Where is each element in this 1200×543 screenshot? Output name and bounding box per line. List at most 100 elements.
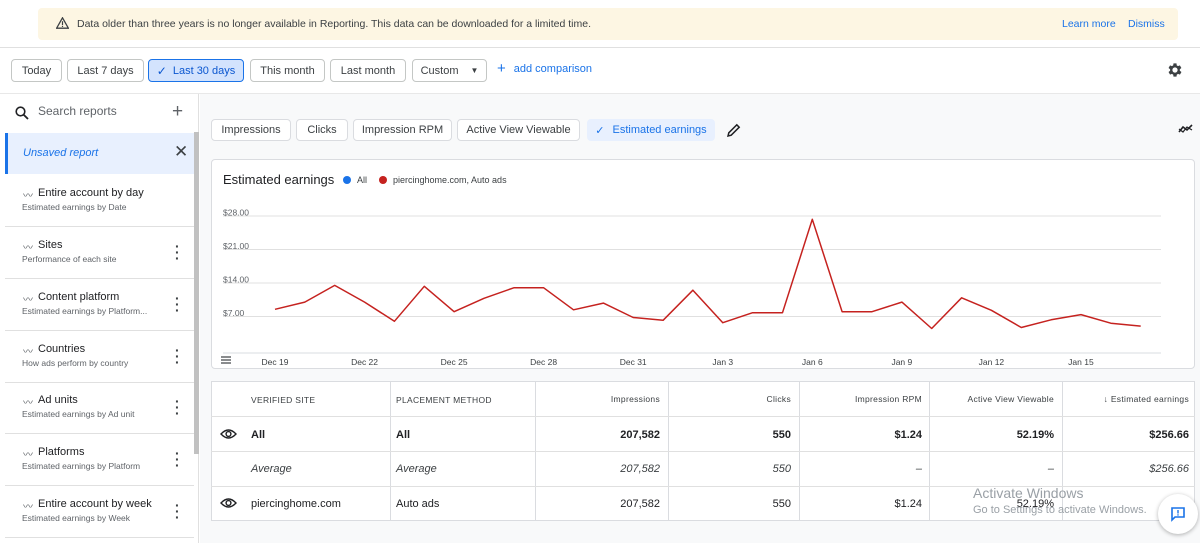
data-point[interactable] <box>332 282 338 288</box>
data-point[interactable] <box>541 285 547 291</box>
sidebar-item-platforms[interactable]: 〰 Platforms Estimated earnings by Platfo… <box>5 434 194 486</box>
x-tick-label: Dec 22 <box>351 357 378 367</box>
x-tick-label: Dec 28 <box>530 357 557 367</box>
tab-active-view-viewable[interactable]: Active View Viewable <box>457 119 580 141</box>
data-point[interactable] <box>1018 325 1024 331</box>
more-vert-icon[interactable]: · · · <box>175 342 180 370</box>
data-point[interactable] <box>988 307 994 313</box>
tab-label: Impressions <box>221 124 281 136</box>
y-tick-label: $28.00 <box>223 208 249 218</box>
data-point[interactable] <box>1138 323 1144 329</box>
data-point[interactable] <box>660 317 666 323</box>
sidebar-item-subtitle: Estimated earnings by Date <box>22 202 127 212</box>
cell-clicks: 550 <box>772 463 791 475</box>
eye-icon[interactable] <box>220 428 237 440</box>
edit-icon[interactable] <box>726 122 742 138</box>
more-vert-icon[interactable]: · · · <box>175 393 180 421</box>
plus-icon: + <box>497 60 506 77</box>
data-point[interactable] <box>959 295 965 301</box>
chip-label: Custom <box>420 64 459 77</box>
data-point[interactable] <box>929 325 935 331</box>
header-label: Estimated earnings <box>1110 394 1189 404</box>
trend-icon: 〰 <box>23 502 33 513</box>
data-point[interactable] <box>362 299 368 305</box>
column-header-verified-site[interactable]: VERIFIED SITE <box>251 395 316 405</box>
data-point[interactable] <box>750 310 756 316</box>
sidebar-item-ad-units[interactable]: 〰 Ad units Estimated earnings by Ad unit… <box>5 382 194 434</box>
data-point[interactable] <box>481 295 487 301</box>
chip-last-month[interactable]: Last month <box>330 59 406 82</box>
column-header-estimated-earnings[interactable]: ↓ Estimated earnings <box>1104 394 1189 404</box>
trend-icon: 〰 <box>23 450 33 461</box>
data-point[interactable] <box>600 300 606 306</box>
close-icon[interactable]: ✕ <box>174 142 189 161</box>
column-header-clicks[interactable]: Clicks <box>766 394 791 404</box>
more-vert-icon[interactable]: · · · <box>175 238 180 266</box>
chip-last-7-days[interactable]: Last 7 days <box>67 59 144 82</box>
add-comparison-button[interactable]: + add comparison <box>497 60 593 77</box>
chart-card <box>211 159 1195 369</box>
search-input[interactable] <box>38 104 168 118</box>
data-point[interactable] <box>690 287 696 293</box>
add-comparison-label: add comparison <box>513 63 593 75</box>
sidebar-item-title: Countries <box>38 343 86 355</box>
feedback-button[interactable] <box>1158 494 1198 534</box>
data-point[interactable] <box>1048 317 1054 323</box>
data-point[interactable] <box>391 318 397 324</box>
sidebar-item-entire-account-by-week[interactable]: 〰 Entire account by week Estimated earni… <box>5 486 194 538</box>
legend-item-site[interactable]: piercinghome.com, Auto ads <box>379 175 507 185</box>
legend-item-all[interactable]: All <box>343 175 367 185</box>
tab-impressions[interactable]: Impressions <box>211 119 291 141</box>
data-point[interactable] <box>272 306 278 312</box>
chip-custom[interactable]: Custom ▼ <box>412 59 487 82</box>
data-point[interactable] <box>1108 320 1114 326</box>
data-point[interactable] <box>511 285 517 291</box>
sidebar-item-entire-account-by-day[interactable]: 〰 Entire account by day Estimated earnin… <box>5 175 194 227</box>
x-tick-label: Dec 31 <box>620 357 647 367</box>
more-vert-icon[interactable]: · · · <box>175 497 180 525</box>
column-header-placement-method[interactable]: PLACEMENT METHOD <box>396 395 492 405</box>
sidebar-scrollbar[interactable] <box>194 132 199 454</box>
eye-icon[interactable] <box>220 497 237 509</box>
tab-estimated-earnings[interactable]: ✓ Estimated earnings <box>587 119 715 141</box>
data-point[interactable] <box>1078 312 1084 318</box>
unsaved-report-item[interactable]: Unsaved report ✕ <box>5 133 194 174</box>
data-point[interactable] <box>839 309 845 315</box>
data-point[interactable] <box>720 320 726 326</box>
data-point[interactable] <box>630 314 636 320</box>
column-header-active-view-viewable[interactable]: Active View Viewable <box>967 394 1054 404</box>
data-point[interactable] <box>302 299 308 305</box>
more-vert-icon[interactable]: · · · <box>175 445 180 473</box>
chip-last-30-days[interactable]: ✓ Last 30 days <box>148 59 244 82</box>
add-report-button[interactable]: + <box>172 101 184 122</box>
chart-toggle-icon[interactable] <box>1178 124 1194 134</box>
banner-message: Data older than three years is no longer… <box>77 18 592 30</box>
series-line <box>274 218 1141 330</box>
chip-this-month[interactable]: This month <box>250 59 325 82</box>
sidebar-item-content-platform[interactable]: 〰 Content platform Estimated earnings by… <box>5 279 194 331</box>
learn-more-link[interactable]: Learn more <box>1062 18 1116 30</box>
data-point[interactable] <box>809 216 815 222</box>
cell-impressions: 207,582 <box>620 429 660 441</box>
sidebar-item-sites[interactable]: 〰 Sites Performance of each site · · · <box>5 227 194 279</box>
data-point[interactable] <box>451 309 457 315</box>
sidebar-item-title: Ad units <box>38 394 78 406</box>
chip-today[interactable]: Today <box>11 59 62 82</box>
more-vert-icon[interactable]: · · · <box>175 290 180 318</box>
data-point[interactable] <box>869 309 875 315</box>
dismiss-link[interactable]: Dismiss <box>1128 18 1165 30</box>
data-point[interactable] <box>899 299 905 305</box>
data-point[interactable] <box>421 283 427 289</box>
cell-site: Average <box>251 463 292 475</box>
tab-clicks[interactable]: Clicks <box>296 119 348 141</box>
gear-icon[interactable] <box>1166 61 1184 79</box>
data-point[interactable] <box>779 310 785 316</box>
sidebar-item-countries[interactable]: 〰 Countries How ads perform by country ·… <box>5 331 194 383</box>
tab-label: Clicks <box>307 124 337 136</box>
x-tick-label: Jan 3 <box>712 357 733 367</box>
tab-impression-rpm[interactable]: Impression RPM <box>353 119 452 141</box>
column-header-impression-rpm[interactable]: Impression RPM <box>854 394 922 404</box>
cell-site[interactable]: piercinghome.com <box>251 498 341 510</box>
data-point[interactable] <box>571 307 577 313</box>
column-header-impressions[interactable]: Impressions <box>610 394 660 404</box>
